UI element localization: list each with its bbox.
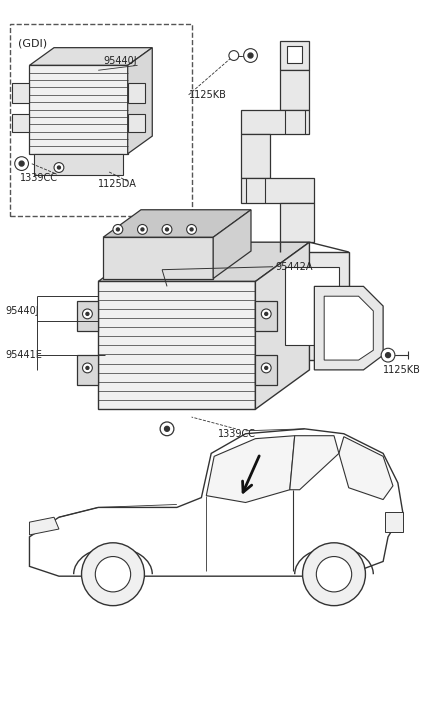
- Circle shape: [116, 228, 119, 231]
- Text: 1125KB: 1125KB: [189, 90, 226, 100]
- Circle shape: [86, 366, 89, 369]
- Circle shape: [113, 225, 123, 234]
- Circle shape: [164, 426, 169, 431]
- Circle shape: [187, 225, 196, 234]
- Polygon shape: [103, 210, 251, 237]
- Circle shape: [15, 157, 29, 170]
- Polygon shape: [103, 237, 213, 278]
- Polygon shape: [128, 114, 146, 132]
- Polygon shape: [339, 437, 393, 499]
- Bar: [287, 46, 302, 63]
- Circle shape: [316, 557, 352, 592]
- Polygon shape: [280, 71, 309, 110]
- Text: (GDI): (GDI): [18, 39, 47, 49]
- Polygon shape: [98, 281, 256, 409]
- Circle shape: [262, 363, 271, 373]
- Polygon shape: [241, 134, 270, 178]
- Text: 95442A: 95442A: [275, 262, 312, 272]
- Circle shape: [82, 543, 144, 606]
- Circle shape: [265, 313, 268, 316]
- Circle shape: [95, 557, 131, 592]
- Circle shape: [248, 53, 253, 58]
- Text: 1339CC: 1339CC: [20, 173, 58, 183]
- Circle shape: [19, 161, 24, 166]
- Polygon shape: [256, 356, 277, 385]
- Text: 1125DA: 1125DA: [98, 180, 137, 189]
- Polygon shape: [128, 83, 146, 103]
- Circle shape: [57, 166, 60, 169]
- Text: 1339CC: 1339CC: [218, 429, 256, 438]
- Circle shape: [262, 309, 271, 319]
- Polygon shape: [206, 435, 295, 502]
- Polygon shape: [241, 178, 314, 203]
- Circle shape: [386, 353, 390, 358]
- Circle shape: [137, 225, 147, 234]
- Polygon shape: [77, 301, 98, 331]
- Circle shape: [83, 363, 92, 373]
- Circle shape: [83, 309, 92, 319]
- Polygon shape: [12, 83, 30, 103]
- Circle shape: [162, 225, 172, 234]
- Polygon shape: [34, 154, 123, 175]
- Polygon shape: [385, 513, 403, 532]
- Circle shape: [54, 163, 64, 172]
- Bar: [10, 24, 192, 216]
- Text: 95441E: 95441E: [5, 350, 42, 360]
- Circle shape: [86, 313, 89, 316]
- Polygon shape: [241, 110, 309, 134]
- Polygon shape: [12, 114, 30, 132]
- Polygon shape: [128, 48, 152, 154]
- Polygon shape: [314, 286, 383, 370]
- Circle shape: [244, 49, 257, 63]
- Polygon shape: [324, 296, 373, 360]
- Circle shape: [190, 228, 193, 231]
- Polygon shape: [77, 356, 98, 385]
- Circle shape: [303, 543, 366, 606]
- Polygon shape: [30, 517, 59, 535]
- Circle shape: [141, 228, 144, 231]
- Polygon shape: [290, 435, 339, 490]
- Polygon shape: [213, 210, 251, 278]
- Polygon shape: [285, 267, 339, 345]
- Polygon shape: [30, 429, 403, 577]
- Circle shape: [381, 348, 395, 362]
- Circle shape: [160, 422, 174, 435]
- Polygon shape: [30, 48, 152, 65]
- Polygon shape: [256, 301, 277, 331]
- Circle shape: [229, 51, 239, 60]
- Polygon shape: [280, 203, 314, 242]
- Polygon shape: [256, 242, 309, 409]
- Circle shape: [265, 366, 268, 369]
- Text: 95440J: 95440J: [5, 306, 39, 316]
- Text: 95440J: 95440J: [103, 57, 137, 66]
- Text: 1125KB: 1125KB: [383, 365, 421, 375]
- Polygon shape: [280, 41, 309, 71]
- Circle shape: [166, 228, 169, 231]
- Polygon shape: [98, 242, 309, 281]
- Polygon shape: [30, 65, 128, 154]
- Polygon shape: [275, 252, 349, 360]
